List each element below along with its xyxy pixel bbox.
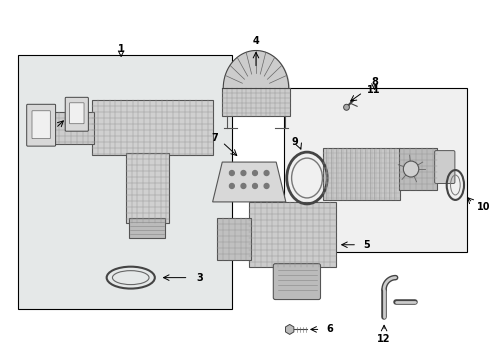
FancyBboxPatch shape <box>70 103 84 124</box>
Bar <box>18 55 232 310</box>
Circle shape <box>229 184 234 189</box>
Text: 5: 5 <box>363 240 369 250</box>
Text: 10: 10 <box>477 202 490 212</box>
Bar <box>129 218 166 238</box>
Bar <box>54 112 94 144</box>
Bar <box>218 218 251 260</box>
Text: 7: 7 <box>211 133 218 143</box>
FancyBboxPatch shape <box>273 264 320 300</box>
Polygon shape <box>213 162 286 202</box>
Bar <box>284 88 467 252</box>
Bar <box>249 202 336 267</box>
FancyBboxPatch shape <box>32 111 50 139</box>
Bar <box>126 153 169 223</box>
Bar <box>323 148 400 200</box>
Text: 6: 6 <box>326 324 333 334</box>
Text: 4: 4 <box>252 36 259 46</box>
Text: 8: 8 <box>371 77 378 87</box>
FancyBboxPatch shape <box>26 104 55 146</box>
Circle shape <box>241 171 246 176</box>
Text: 1: 1 <box>118 44 124 54</box>
Text: 12: 12 <box>377 334 391 345</box>
Circle shape <box>403 161 419 177</box>
Bar <box>398 148 437 190</box>
Circle shape <box>229 171 234 176</box>
Circle shape <box>252 171 257 176</box>
Circle shape <box>264 184 269 189</box>
Circle shape <box>264 171 269 176</box>
Text: 11: 11 <box>367 85 380 95</box>
Text: 3: 3 <box>196 273 203 283</box>
Circle shape <box>343 104 349 110</box>
Bar <box>222 88 290 116</box>
Bar <box>92 100 213 155</box>
FancyBboxPatch shape <box>65 97 88 131</box>
FancyBboxPatch shape <box>435 150 455 184</box>
Text: 9: 9 <box>291 137 298 147</box>
Circle shape <box>241 184 246 189</box>
Circle shape <box>252 184 257 189</box>
Text: 2: 2 <box>46 127 52 137</box>
